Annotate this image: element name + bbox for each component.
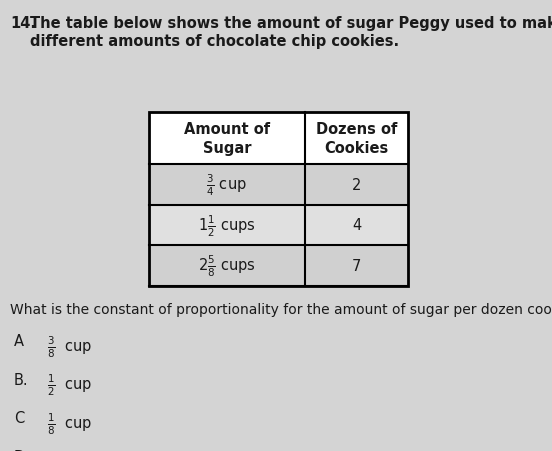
Text: A: A xyxy=(14,334,24,349)
Bar xyxy=(149,113,408,286)
Text: $\frac{1}{2}$  cup: $\frac{1}{2}$ cup xyxy=(47,372,92,397)
Bar xyxy=(149,246,408,286)
Text: different amounts of chocolate chip cookies.: different amounts of chocolate chip cook… xyxy=(30,34,400,49)
Text: 2: 2 xyxy=(352,177,361,193)
Text: The table below shows the amount of sugar Peggy used to make: The table below shows the amount of suga… xyxy=(30,16,552,31)
Bar xyxy=(149,165,408,205)
Text: B.: B. xyxy=(14,372,28,387)
Text: Amount of
Sugar: Amount of Sugar xyxy=(184,122,270,156)
Bar xyxy=(149,205,408,246)
Text: 4: 4 xyxy=(352,218,361,233)
Text: $\frac{1}{8}$  cup: $\frac{1}{8}$ cup xyxy=(47,410,92,436)
Text: What is the constant of proportionality for the amount of sugar per dozen cookie: What is the constant of proportionality … xyxy=(10,302,552,316)
Text: Dozens of
Cookies: Dozens of Cookies xyxy=(316,122,397,156)
Text: $\frac{1}{4}$  cup: $\frac{1}{4}$ cup xyxy=(47,449,92,451)
Text: $1\frac{1}{2}$ cups: $1\frac{1}{2}$ cups xyxy=(198,213,256,238)
Text: D: D xyxy=(14,449,25,451)
Text: $\frac{3}{8}$  cup: $\frac{3}{8}$ cup xyxy=(47,334,92,359)
Text: $2\frac{5}{8}$ cups: $2\frac{5}{8}$ cups xyxy=(198,253,256,279)
Text: C: C xyxy=(14,410,24,425)
Bar xyxy=(149,113,408,165)
Text: 14.: 14. xyxy=(10,16,36,31)
Text: $\frac{3}{4}$ cup: $\frac{3}{4}$ cup xyxy=(206,172,247,198)
Text: 7: 7 xyxy=(352,258,361,274)
